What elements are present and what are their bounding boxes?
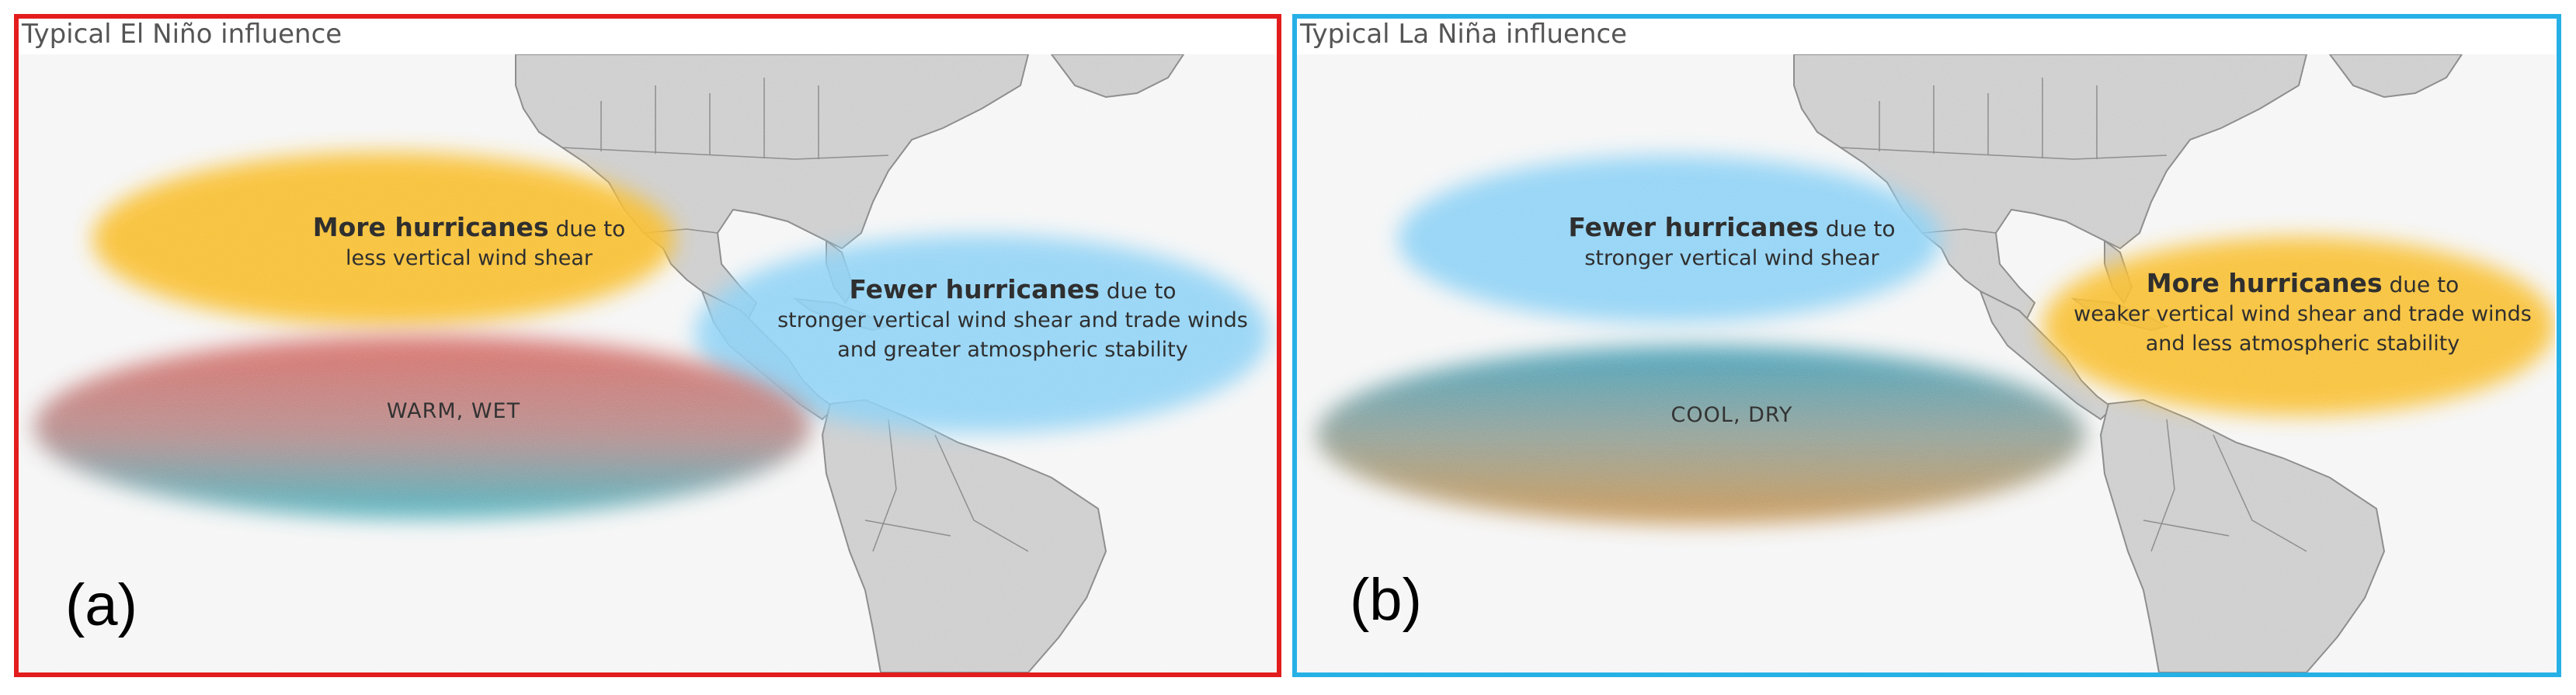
pacific-emphasis: Fewer hurricanes	[1568, 212, 1819, 242]
atlantic-hurricane-label: More hurricanes due to weaker vertical w…	[2054, 269, 2551, 359]
pacific-reason: stronger vertical wind shear	[1584, 246, 1879, 270]
panel-title: Typical El Niño influence	[22, 19, 342, 50]
panel-letter: (a)	[65, 572, 137, 638]
speckle-texture	[19, 54, 1277, 672]
atlantic-reason-line1: weaker vertical wind shear and trade win…	[2074, 302, 2532, 326]
la-nina-panel: Typical La Niña influence Fewer hurrican…	[1292, 14, 2561, 677]
enso-condition-label: WARM, WET	[386, 399, 521, 423]
enso-condition-label: COOL, DRY	[1670, 403, 1793, 427]
pacific-hurricane-label: Fewer hurricanes due to stronger vertica…	[1538, 213, 1926, 273]
panel-title-strip	[1297, 19, 2557, 54]
atlantic-reason-line1: stronger vertical wind shear and trade w…	[777, 308, 1248, 332]
panel-title: Typical La Niña influence	[1300, 19, 1628, 50]
panel-title-strip	[19, 19, 1277, 54]
map-canvas	[19, 54, 1277, 672]
pacific-due-to: due to	[555, 216, 626, 242]
pacific-due-to: due to	[1825, 216, 1896, 242]
pacific-reason: less vertical wind shear	[346, 246, 593, 270]
speckle-texture	[1297, 54, 2555, 672]
map-canvas	[1297, 54, 2555, 672]
panel-letter: (b)	[1350, 567, 1422, 633]
atlantic-reason-line2: and less atmospheric stability	[2145, 332, 2460, 356]
atlantic-emphasis: Fewer hurricanes	[849, 274, 1100, 304]
atlantic-emphasis: More hurricanes	[2146, 268, 2383, 298]
atlantic-reason-line2: and greater atmospheric stability	[837, 338, 1188, 362]
el-nino-panel: Typical El Niño influence More hurricane…	[14, 14, 1281, 677]
pacific-hurricane-label: More hurricanes due to less vertical win…	[275, 213, 663, 273]
atlantic-due-to: due to	[1106, 278, 1177, 304]
atlantic-hurricane-label: Fewer hurricanes due to stronger vertica…	[764, 275, 1261, 365]
atlantic-due-to: due to	[2389, 272, 2460, 297]
pacific-emphasis: More hurricanes	[312, 212, 549, 242]
